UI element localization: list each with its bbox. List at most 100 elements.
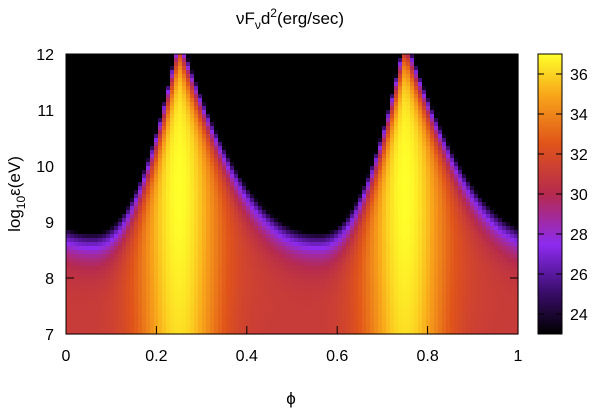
heatmap-cell (294, 226, 299, 231)
heatmap-cell (314, 270, 319, 275)
heatmap-cell (114, 146, 119, 151)
heatmap-cell (162, 242, 167, 247)
heatmap-cell (190, 222, 195, 227)
heatmap-cell (130, 194, 135, 199)
heatmap-cell (178, 154, 183, 159)
heatmap-cell (190, 314, 195, 319)
heatmap-cell (274, 122, 279, 127)
heatmap-cell (90, 90, 95, 95)
heatmap-cell (102, 62, 107, 67)
heatmap-cell (182, 238, 187, 243)
heatmap-cell (118, 182, 123, 187)
heatmap-cell (218, 102, 223, 107)
heatmap-cell (254, 174, 259, 179)
heatmap-cell (230, 258, 235, 263)
heatmap-cell (230, 158, 235, 163)
heatmap-cell (270, 266, 275, 271)
heatmap-cell (218, 282, 223, 287)
heatmap-cell (86, 62, 91, 67)
heatmap-cell (238, 206, 243, 211)
heatmap-cell (238, 238, 243, 243)
heatmap-cell (282, 214, 287, 219)
heatmap-cell (278, 86, 283, 91)
heatmap-cell (198, 122, 203, 127)
heatmap-cell (258, 62, 263, 67)
heatmap-cell (66, 286, 71, 291)
heatmap-cell (334, 274, 339, 279)
heatmap-cell (162, 290, 167, 295)
heatmap-cell (290, 130, 295, 135)
heatmap-cell (278, 282, 283, 287)
heatmap-cell (278, 322, 283, 327)
heatmap-cell (306, 250, 311, 255)
heatmap-cell (326, 106, 331, 111)
heatmap-cell (118, 110, 123, 115)
heatmap-cell (102, 290, 107, 295)
heatmap-cell (154, 230, 159, 235)
heatmap-cell (282, 122, 287, 127)
heatmap-cell (202, 230, 207, 235)
heatmap-cell (322, 66, 327, 71)
heatmap-cell (306, 286, 311, 291)
heatmap-cell (206, 134, 211, 139)
heatmap-cell (126, 250, 131, 255)
heatmap-cell (270, 198, 275, 203)
heatmap-cell (222, 174, 227, 179)
heatmap-cell (202, 126, 207, 131)
heatmap-cell (170, 238, 175, 243)
heatmap-cell (150, 302, 155, 307)
heatmap-cell (74, 266, 79, 271)
heatmap-cell (238, 170, 243, 175)
heatmap-cell (210, 202, 215, 207)
heatmap-cell (110, 166, 115, 171)
heatmap-cell (214, 230, 219, 235)
heatmap-cell (242, 142, 247, 147)
heatmap-cell (222, 178, 227, 183)
heatmap-cell (242, 266, 247, 271)
heatmap-cell (230, 110, 235, 115)
heatmap-cell (246, 118, 251, 123)
heatmap-cell (102, 226, 107, 231)
heatmap-cell (346, 206, 351, 211)
heatmap-cell (94, 134, 99, 139)
heatmap-cell (346, 222, 351, 227)
heatmap-cell (350, 66, 355, 71)
heatmap-cell (134, 254, 139, 259)
heatmap-cell (186, 58, 191, 63)
heatmap-cell (162, 90, 167, 95)
heatmap-cell (234, 326, 239, 331)
heatmap-cell (78, 162, 83, 167)
heatmap-cell (222, 210, 227, 215)
heatmap-cell (202, 298, 207, 303)
heatmap-cell (218, 182, 223, 187)
heatmap-cell (94, 78, 99, 83)
heatmap-cell (342, 70, 347, 75)
heatmap-cell (90, 98, 95, 103)
heatmap-cell (314, 234, 319, 239)
heatmap-cell (322, 254, 327, 259)
heatmap-cell (142, 326, 147, 331)
heatmap-cell (334, 218, 339, 223)
heatmap-cell (122, 122, 127, 127)
heatmap-cell (194, 250, 199, 255)
heatmap-cell (78, 74, 83, 79)
heatmap-cell (78, 94, 83, 99)
heatmap-cell (314, 90, 319, 95)
heatmap-cell (282, 94, 287, 99)
heatmap-cell (326, 254, 331, 259)
heatmap-cell (138, 230, 143, 235)
heatmap-cell (334, 326, 339, 331)
heatmap-cell (198, 66, 203, 71)
heatmap-cell (82, 190, 87, 195)
heatmap-cell (334, 234, 339, 239)
heatmap-cell (150, 114, 155, 119)
heatmap-cell (238, 186, 243, 191)
heatmap-cell (86, 58, 91, 63)
heatmap-cell (326, 306, 331, 311)
heatmap-cell (138, 206, 143, 211)
heatmap-cell (206, 102, 211, 107)
heatmap-cell (206, 154, 211, 159)
heatmap-cell (134, 302, 139, 307)
heatmap-cell (182, 98, 187, 103)
heatmap-cell (102, 258, 107, 263)
